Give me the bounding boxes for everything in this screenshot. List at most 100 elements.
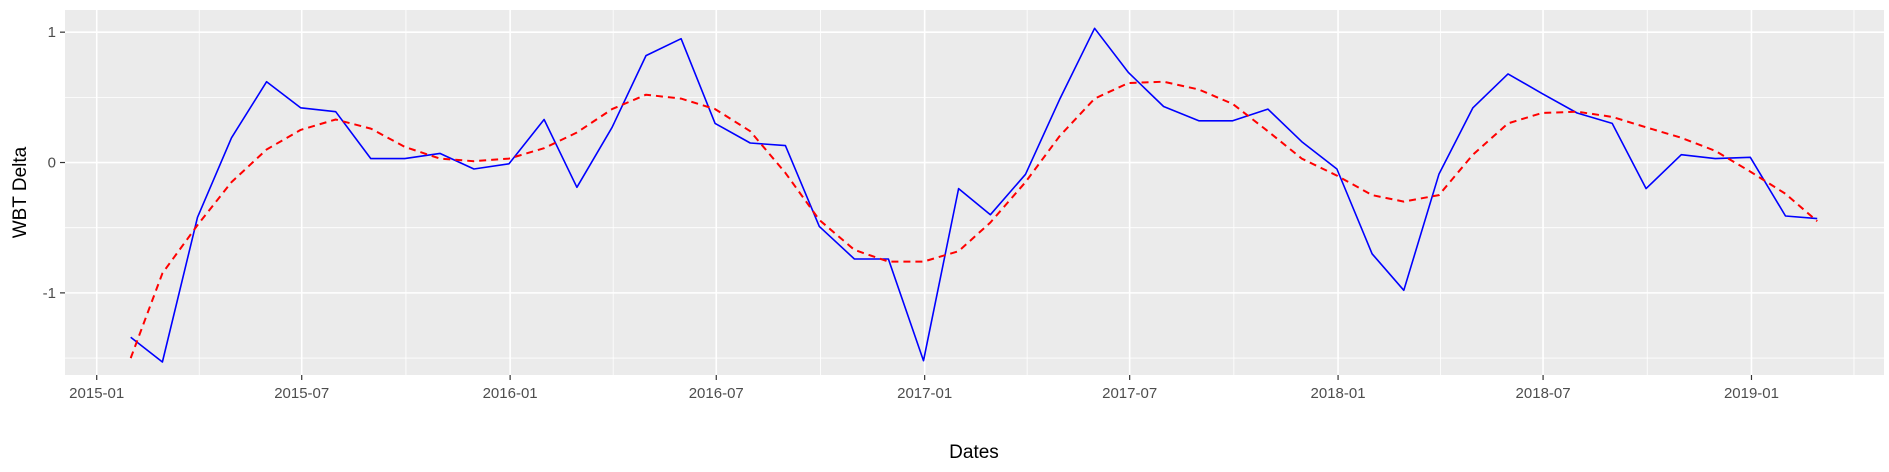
trend-point <box>1644 125 1648 129</box>
x-tick-label: 2018-07 <box>1516 385 1571 402</box>
data-point <box>230 136 234 140</box>
data-point <box>1024 172 1028 176</box>
data-point <box>334 110 338 114</box>
x-tick-label: 2015-07 <box>274 385 329 402</box>
data-point <box>817 224 821 228</box>
data-point <box>403 157 407 161</box>
grid-minor <box>65 10 1884 375</box>
trend-point <box>783 171 787 175</box>
data-point <box>957 187 961 191</box>
trend-point <box>1748 170 1752 174</box>
x-tick-label: 2018-01 <box>1311 385 1366 402</box>
data-point <box>265 80 269 84</box>
trend-point <box>403 145 407 149</box>
trend-point <box>1300 157 1304 161</box>
data-point <box>1437 172 1441 176</box>
data-point <box>1127 71 1131 75</box>
data-point <box>1471 106 1475 110</box>
data-point <box>129 335 133 339</box>
trend-point <box>160 271 164 275</box>
plot-panel <box>65 10 1884 375</box>
trend-point <box>438 157 442 161</box>
trend-point <box>1471 153 1475 157</box>
trend-point <box>542 146 546 150</box>
trend-point <box>679 97 683 101</box>
data-point <box>196 215 200 219</box>
trend-point <box>1713 149 1717 153</box>
data-point <box>369 157 373 161</box>
trend-point <box>265 148 269 152</box>
trend-point <box>1197 88 1201 92</box>
data-point <box>748 141 752 145</box>
data-point <box>988 213 992 217</box>
data-point <box>1644 187 1648 191</box>
y-axis: 1 0 -1 <box>43 24 65 302</box>
trend-point <box>1815 219 1819 223</box>
trend-point <box>1024 180 1028 184</box>
series-line <box>130 27 1818 363</box>
y-axis-title: WBT Delta <box>10 146 31 238</box>
data-point <box>1784 214 1788 218</box>
data-point <box>1300 140 1304 144</box>
data-point <box>1266 107 1270 111</box>
trend-point <box>196 223 200 227</box>
trend-point <box>1610 115 1614 119</box>
data-point <box>160 360 164 364</box>
trend-point <box>1057 134 1061 138</box>
data-point <box>507 162 511 166</box>
smooth-trend-line <box>129 80 1818 359</box>
data-point <box>1679 153 1683 157</box>
trend-point <box>852 248 856 252</box>
data-point <box>1231 119 1235 123</box>
data-point <box>783 144 787 148</box>
series-layer <box>129 27 1818 363</box>
trend-point <box>1575 110 1579 114</box>
x-tick-label: 2019-01 <box>1724 385 1779 402</box>
data-point <box>1335 167 1339 171</box>
data-point <box>1713 157 1717 161</box>
trend-point <box>988 221 992 225</box>
data-point <box>713 121 717 125</box>
data-point <box>644 54 648 58</box>
trend-point <box>1093 97 1097 101</box>
data-point <box>542 118 546 122</box>
trend-point <box>748 129 752 133</box>
y-tick-label: 1 <box>48 24 56 41</box>
trend-point <box>1231 102 1235 106</box>
data-point <box>1748 155 1752 159</box>
data-point <box>1506 72 1510 76</box>
trend-point <box>507 157 511 161</box>
data-point <box>1162 105 1166 109</box>
data-point <box>1057 98 1061 102</box>
trend-point <box>1266 129 1270 133</box>
data-point <box>438 151 442 155</box>
trend-point <box>129 356 133 360</box>
trend-point <box>1679 136 1683 140</box>
data-point <box>922 359 926 363</box>
x-tick-label: 2016-07 <box>689 385 744 402</box>
trend-point <box>1540 111 1544 115</box>
trend-point <box>299 128 303 132</box>
trend-point <box>922 260 926 264</box>
trend-point <box>334 118 338 122</box>
trend-point <box>817 218 821 222</box>
data-point <box>1093 26 1097 30</box>
x-tick-label: 2016-01 <box>483 385 538 402</box>
trend-point <box>369 127 373 131</box>
trend-point <box>472 159 476 163</box>
data-point <box>1540 91 1544 95</box>
grid-major <box>65 10 1884 375</box>
x-tick-label: 2017-07 <box>1102 385 1157 402</box>
data-point <box>575 185 579 189</box>
y-tick-label: 0 <box>48 155 56 172</box>
trend-point <box>1127 81 1131 85</box>
data-point <box>472 167 476 171</box>
trend-point <box>957 249 961 253</box>
data-point <box>852 257 856 261</box>
trend-point <box>1162 80 1166 84</box>
trend-point <box>230 180 234 184</box>
x-axis: 2015-01 2015-07 2016-01 2016-07 2017-01 2017-… <box>69 375 1779 402</box>
trend-point <box>886 260 890 264</box>
x-axis-title: Dates <box>949 442 999 463</box>
